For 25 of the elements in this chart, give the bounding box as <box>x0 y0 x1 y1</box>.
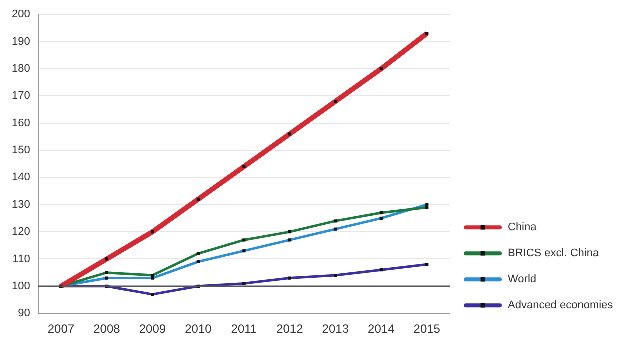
x-tick-label: 2008 <box>94 322 121 336</box>
y-tick-label: 100 <box>12 280 30 292</box>
legend-label: BRICS excl. China <box>508 248 600 260</box>
y-tick-label: 190 <box>12 36 30 48</box>
y-tick-label: 160 <box>12 117 30 130</box>
x-tick-label: 2011 <box>231 322 258 336</box>
y-tick-label: 200 <box>12 8 30 21</box>
x-tick-label: 2014 <box>368 322 396 336</box>
x-tick-label: 2015 <box>414 322 441 336</box>
y-tick-label: 140 <box>12 172 30 184</box>
y-tick-label: 170 <box>12 90 30 102</box>
legend-label: Advanced economies <box>508 300 614 312</box>
legend-label: World <box>508 274 537 286</box>
y-tick-label: 110 <box>12 253 30 266</box>
y-tick-label: 120 <box>12 226 30 238</box>
x-tick-label: 2010 <box>185 322 212 336</box>
x-tick-label: 2007 <box>48 322 75 336</box>
x-tick-label: 2012 <box>276 322 304 336</box>
x-tick-label: 2009 <box>139 322 166 336</box>
y-tick-label: 150 <box>12 144 30 157</box>
x-tick-label: 2013 <box>322 322 350 336</box>
legend-label: China <box>508 222 538 234</box>
y-tick-label: 90 <box>18 308 30 320</box>
y-tick-label: 180 <box>12 62 30 75</box>
y-tick-label: 130 <box>12 198 30 211</box>
